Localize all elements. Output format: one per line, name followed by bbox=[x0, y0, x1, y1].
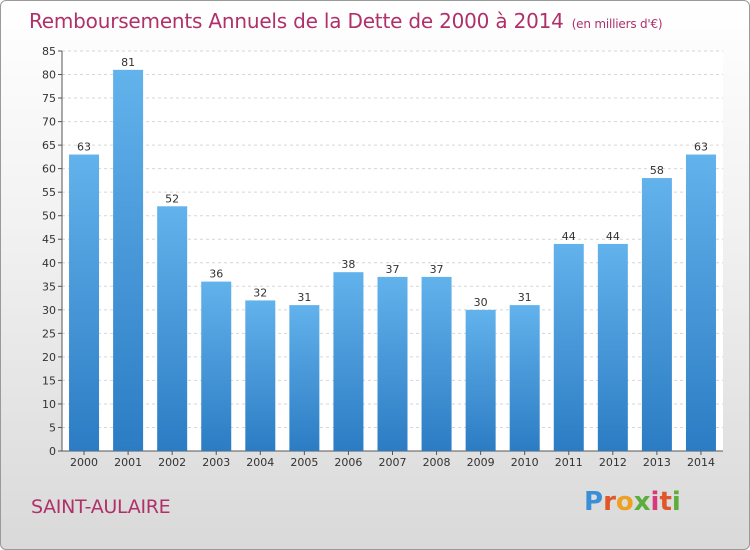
value-label-2010: 31 bbox=[518, 291, 532, 304]
y-tick-label: 85 bbox=[42, 45, 56, 58]
x-tick-label-2010: 2010 bbox=[511, 456, 539, 469]
x-tick-label-2007: 2007 bbox=[379, 456, 407, 469]
value-label-2007: 37 bbox=[386, 263, 400, 276]
value-label-2003: 36 bbox=[209, 268, 223, 281]
bar-2012 bbox=[597, 243, 628, 451]
x-tick-label-2002: 2002 bbox=[158, 456, 186, 469]
x-tick-label-2009: 2009 bbox=[467, 456, 495, 469]
bar-2014 bbox=[685, 154, 716, 451]
bar-2013 bbox=[641, 178, 672, 451]
chart-subtitle: (en milliers d'€) bbox=[571, 17, 663, 31]
bar-2001 bbox=[113, 69, 144, 451]
bar-2006 bbox=[333, 272, 364, 451]
bar-2010 bbox=[509, 305, 540, 451]
y-tick-label: 75 bbox=[42, 92, 56, 105]
bar-2003 bbox=[201, 281, 232, 451]
value-label-2005: 31 bbox=[297, 291, 311, 304]
x-tick-label-2013: 2013 bbox=[643, 456, 671, 469]
y-tick-label: 5 bbox=[49, 421, 56, 434]
value-label-2002: 52 bbox=[165, 192, 179, 205]
bar-2000 bbox=[69, 154, 100, 451]
x-tick-label-2003: 2003 bbox=[202, 456, 230, 469]
y-tick-label: 40 bbox=[42, 257, 56, 270]
x-tick-label-2011: 2011 bbox=[555, 456, 583, 469]
y-tick-label: 70 bbox=[42, 116, 56, 129]
y-tick-label: 60 bbox=[42, 163, 56, 176]
bar-2007 bbox=[377, 276, 408, 451]
value-label-2000: 63 bbox=[77, 141, 91, 154]
chart-title: Remboursements Annuels de la Dette de 20… bbox=[29, 9, 663, 33]
bar-2005 bbox=[289, 305, 320, 451]
proxiti-logo: Proxiti bbox=[584, 487, 681, 517]
value-label-2014: 63 bbox=[694, 141, 708, 154]
x-tick-label-2006: 2006 bbox=[334, 456, 362, 469]
value-label-2012: 44 bbox=[606, 230, 620, 243]
y-tick-label: 65 bbox=[42, 139, 56, 152]
bar-2008 bbox=[421, 276, 452, 451]
value-label-2008: 37 bbox=[430, 263, 444, 276]
y-tick-label: 10 bbox=[42, 398, 56, 411]
value-label-2004: 32 bbox=[253, 286, 267, 299]
x-tick-label-2004: 2004 bbox=[246, 456, 274, 469]
y-tick-label: 55 bbox=[42, 186, 56, 199]
y-tick-label: 80 bbox=[42, 69, 56, 82]
chart-title-text: Remboursements Annuels de la Dette de 20… bbox=[29, 9, 564, 33]
value-label-2011: 44 bbox=[562, 230, 576, 243]
value-label-2009: 30 bbox=[474, 296, 488, 309]
y-tick-label: 30 bbox=[42, 304, 56, 317]
y-tick-label: 20 bbox=[42, 351, 56, 364]
y-tick-label: 35 bbox=[42, 280, 56, 293]
x-tick-label-2008: 2008 bbox=[423, 456, 451, 469]
y-tick-label: 15 bbox=[42, 374, 56, 387]
y-tick-label: 50 bbox=[42, 210, 56, 223]
y-tick-label: 0 bbox=[49, 445, 56, 458]
y-tick-label: 45 bbox=[42, 233, 56, 246]
bar-2002 bbox=[157, 206, 188, 451]
value-label-2006: 38 bbox=[341, 258, 355, 271]
x-tick-label-2001: 2001 bbox=[114, 456, 142, 469]
bar-2004 bbox=[245, 300, 276, 451]
y-tick-label: 25 bbox=[42, 327, 56, 340]
bar-2009 bbox=[465, 309, 496, 451]
x-tick-label-2005: 2005 bbox=[290, 456, 318, 469]
value-label-2013: 58 bbox=[650, 164, 664, 177]
commune-name: SAINT-AULAIRE bbox=[31, 496, 171, 518]
value-label-2001: 81 bbox=[121, 56, 135, 69]
x-tick-label-2000: 2000 bbox=[70, 456, 98, 469]
x-tick-label-2012: 2012 bbox=[599, 456, 627, 469]
bar-2011 bbox=[553, 243, 584, 451]
x-tick-label-2014: 2014 bbox=[687, 456, 715, 469]
